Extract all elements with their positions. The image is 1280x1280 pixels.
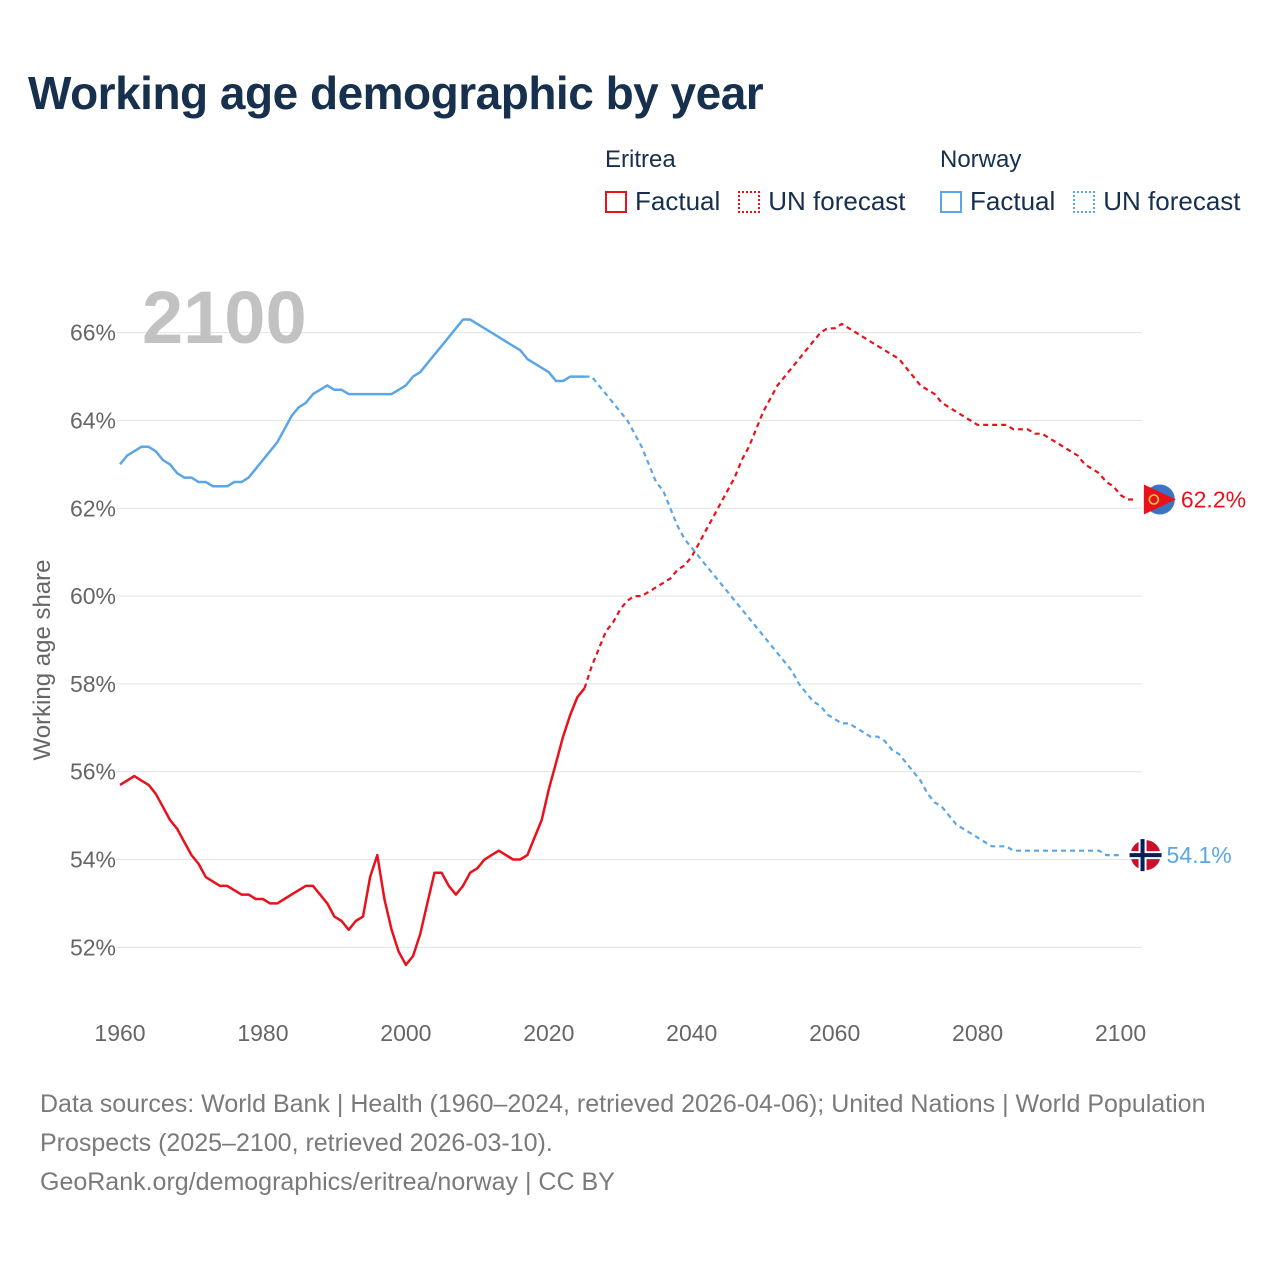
y-tick-label: 52% <box>70 934 116 960</box>
year-watermark: 2100 <box>142 276 307 359</box>
y-tick-label: 66% <box>70 320 116 346</box>
legend-item-norway-forecast[interactable]: UN forecast <box>1073 186 1241 217</box>
legend-eritrea: Eritrea Factual UN forecast <box>605 144 924 217</box>
y-tick-label: 62% <box>70 495 116 521</box>
legend-item-eritrea-factual[interactable]: Factual <box>605 186 720 217</box>
legend-label-forecast: UN forecast <box>768 186 906 216</box>
y-tick-label: 56% <box>70 759 116 785</box>
y-tick-label: 58% <box>70 671 116 697</box>
x-tick-label: 2000 <box>380 1020 431 1046</box>
credit-text: GeoRank.org/demographics/eritrea/norway … <box>40 1168 615 1196</box>
end-value-label-eritrea: 62.2% <box>1181 487 1246 513</box>
series-line-eritrea-forecast <box>583 322 1135 689</box>
legend-swatch-eritrea-factual <box>605 190 627 213</box>
page-title: Working age demographic by year <box>28 67 764 119</box>
end-value-label-norway: 54.1% <box>1167 842 1232 868</box>
series-line-norway-factual <box>119 318 585 488</box>
legend-norway: Norway Factual UN forecast <box>940 144 1259 217</box>
legend-country-name: Eritrea <box>605 146 676 173</box>
legend-item-eritrea-forecast[interactable]: UN forecast <box>738 186 906 217</box>
series-line-norway-forecast <box>584 375 1121 857</box>
y-tick-label: 64% <box>70 407 116 433</box>
legend-swatch-norway-factual <box>940 190 962 213</box>
x-tick-label: 2040 <box>666 1020 717 1046</box>
flag-norway-icon <box>1129 839 1162 872</box>
x-tick-label: 2020 <box>523 1020 574 1046</box>
legend-country-name: Norway <box>940 146 1022 173</box>
x-tick-label: 2060 <box>809 1020 860 1046</box>
x-tick-label: 2100 <box>1095 1020 1146 1046</box>
legend-item-norway-factual[interactable]: Factual <box>940 186 1055 217</box>
flag-red-triangle <box>1143 484 1176 515</box>
legend-swatch-eritrea-forecast <box>738 190 761 213</box>
flag-eritrea-icon <box>1143 484 1176 515</box>
x-tick-label: 1960 <box>94 1020 145 1046</box>
x-tick-label: 2080 <box>952 1020 1003 1046</box>
flag-blue-cross-h <box>1129 853 1162 858</box>
footer: Data sources: World Bank | Health (1960–… <box>40 1085 1220 1202</box>
flag-emblem <box>1148 494 1160 505</box>
y-axis-label: Working age share <box>29 560 56 761</box>
data-sources-text: Data sources: World Bank | Health (1960–… <box>40 1090 1206 1157</box>
y-tick-label: 54% <box>70 847 116 873</box>
legend-label-factual: Factual <box>635 186 721 216</box>
x-tick-label: 1980 <box>237 1020 288 1046</box>
legend-label-factual: Factual <box>970 186 1056 216</box>
y-tick-label: 60% <box>70 583 116 609</box>
series-line-eritrea-factual <box>119 687 586 967</box>
legend-label-forecast: UN forecast <box>1103 186 1241 216</box>
legend-swatch-norway-forecast <box>1073 190 1096 213</box>
